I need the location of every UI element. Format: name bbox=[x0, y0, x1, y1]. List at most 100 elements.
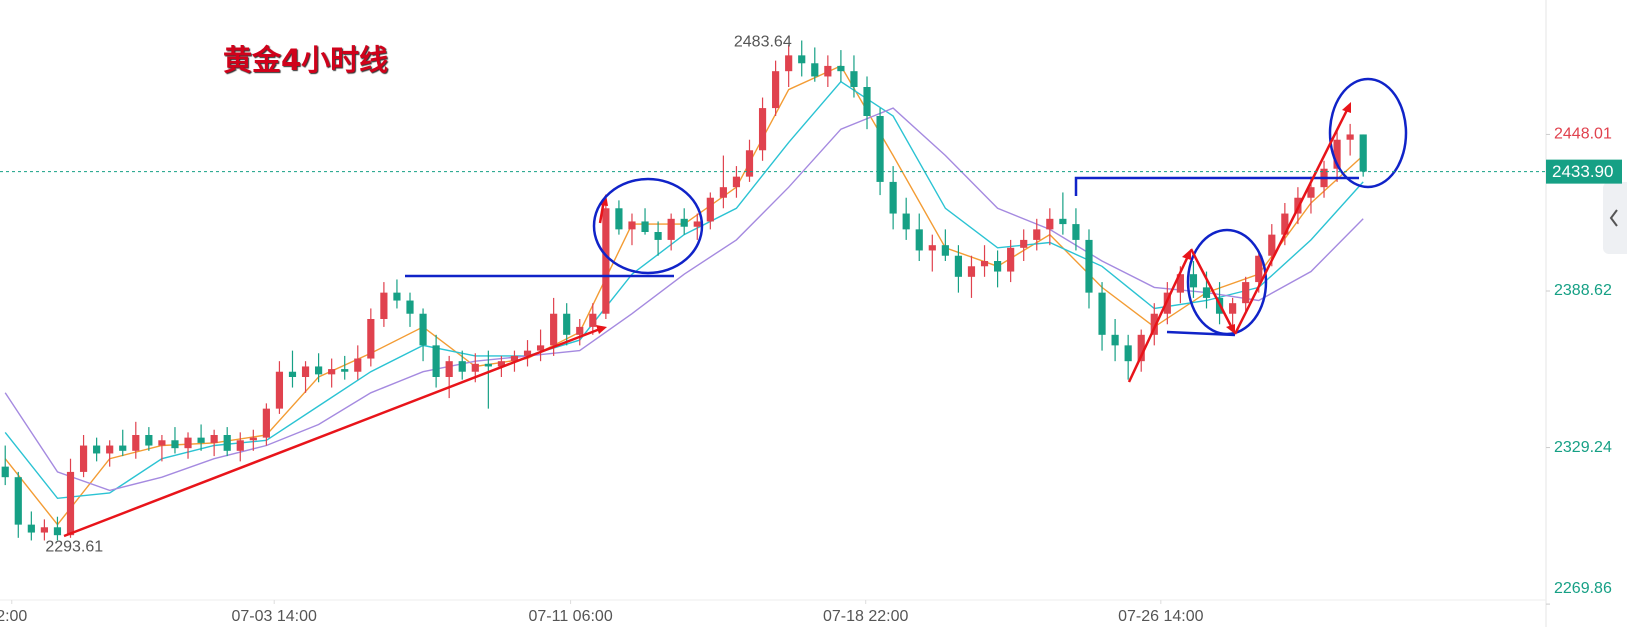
candle-body bbox=[1033, 229, 1041, 240]
candle-body bbox=[210, 435, 218, 443]
min-price-label: 2293.61 bbox=[45, 539, 103, 556]
moving-average bbox=[4, 80, 1364, 500]
last-price-box bbox=[1546, 159, 1622, 184]
candle-body bbox=[328, 369, 336, 375]
candle-body bbox=[158, 440, 166, 446]
candle-body bbox=[1202, 287, 1211, 298]
candle-body bbox=[576, 326, 584, 335]
candle-body bbox=[497, 361, 505, 367]
candle-body bbox=[406, 300, 414, 314]
candle-body bbox=[602, 208, 610, 314]
trend-arrow bbox=[1233, 107, 1350, 335]
candle-body bbox=[693, 221, 701, 227]
candle-body bbox=[471, 363, 479, 372]
candle-body bbox=[798, 55, 806, 64]
candle-body bbox=[132, 435, 140, 451]
candle-body bbox=[171, 440, 179, 449]
candle-body bbox=[262, 408, 270, 438]
candle-body bbox=[1307, 187, 1315, 198]
candle-body bbox=[928, 245, 936, 251]
candle-body bbox=[223, 435, 231, 451]
candle-body bbox=[458, 361, 466, 372]
candle-body bbox=[1268, 234, 1276, 256]
candle-body bbox=[40, 527, 48, 533]
candle-body bbox=[732, 176, 741, 188]
candle-body bbox=[1020, 239, 1028, 248]
candle-body bbox=[288, 371, 297, 377]
last-price-label: 2433.90 bbox=[1552, 162, 1613, 181]
side-tab[interactable] bbox=[1603, 182, 1627, 254]
candle-body bbox=[641, 221, 649, 232]
candle-body bbox=[1163, 292, 1171, 314]
candle-body bbox=[628, 221, 636, 230]
candle-body bbox=[1124, 345, 1132, 362]
candle-body bbox=[980, 261, 989, 267]
candle-body bbox=[53, 527, 62, 536]
support-line bbox=[1166, 330, 1236, 337]
x-tick-label: 2:00 bbox=[0, 608, 27, 625]
candle-body bbox=[184, 437, 192, 449]
candle-body bbox=[967, 266, 976, 277]
trend-arrow bbox=[1189, 248, 1234, 329]
highlight-circle bbox=[1328, 77, 1408, 189]
x-tick-label: 07-18 22:00 bbox=[823, 608, 909, 625]
candle-body bbox=[301, 366, 310, 377]
candle-body bbox=[1059, 218, 1067, 225]
candle-body bbox=[93, 445, 101, 454]
side-tab-bg[interactable] bbox=[1603, 182, 1627, 254]
candle-body bbox=[315, 366, 323, 375]
candle-body bbox=[667, 218, 675, 240]
candle-body bbox=[79, 445, 88, 472]
candle-body bbox=[876, 116, 884, 182]
x-tick-label: 07-26 14:00 bbox=[1118, 608, 1204, 625]
candle-body bbox=[536, 345, 545, 351]
candle-body bbox=[1176, 274, 1184, 293]
candle-body bbox=[484, 363, 492, 367]
candle-body bbox=[367, 319, 375, 359]
candle-body bbox=[993, 261, 1002, 272]
candle-body bbox=[1098, 292, 1106, 335]
candle-body bbox=[1085, 239, 1093, 293]
candle-body bbox=[589, 313, 597, 327]
candle-body bbox=[563, 313, 571, 335]
candle-body bbox=[1359, 134, 1367, 172]
candle-body bbox=[758, 108, 767, 151]
side-tab-icon[interactable] bbox=[1609, 209, 1618, 227]
candle-body bbox=[510, 355, 519, 362]
candle-body bbox=[341, 369, 349, 372]
moving-average bbox=[4, 65, 1364, 526]
candle-body bbox=[119, 445, 127, 451]
drawings bbox=[63, 77, 1408, 538]
candle-body bbox=[615, 208, 623, 230]
candle-body bbox=[654, 232, 662, 240]
candle-body bbox=[1281, 213, 1289, 235]
candle-body bbox=[941, 245, 949, 256]
trend-arrow bbox=[1127, 253, 1191, 383]
candle-body bbox=[197, 437, 205, 443]
candle-body bbox=[719, 187, 727, 198]
moving-average bbox=[4, 107, 1364, 492]
candle-body bbox=[1346, 134, 1354, 140]
candle-body bbox=[1, 466, 9, 478]
candle-body bbox=[393, 292, 401, 301]
candle-body bbox=[915, 229, 923, 251]
candle-body bbox=[1333, 139, 1341, 169]
candle-body bbox=[380, 292, 388, 319]
candle-body bbox=[1229, 303, 1237, 314]
candle-body bbox=[14, 477, 22, 525]
candle-body bbox=[419, 313, 427, 346]
candle-body bbox=[850, 71, 858, 87]
candle-body bbox=[954, 255, 963, 277]
candle-body bbox=[445, 361, 453, 377]
candle-body bbox=[66, 471, 75, 536]
candle-body bbox=[902, 213, 910, 230]
y-tick-label: 2448.01 bbox=[1554, 126, 1612, 143]
candle-body bbox=[785, 55, 793, 72]
y-tick-label: 2388.62 bbox=[1554, 282, 1612, 299]
candle-body bbox=[772, 71, 780, 109]
candle-body bbox=[745, 150, 754, 177]
x-tick-label: 07-11 06:00 bbox=[529, 608, 613, 625]
arrow-head bbox=[596, 325, 607, 334]
candle-body bbox=[1007, 247, 1015, 272]
candle-body bbox=[863, 87, 871, 116]
